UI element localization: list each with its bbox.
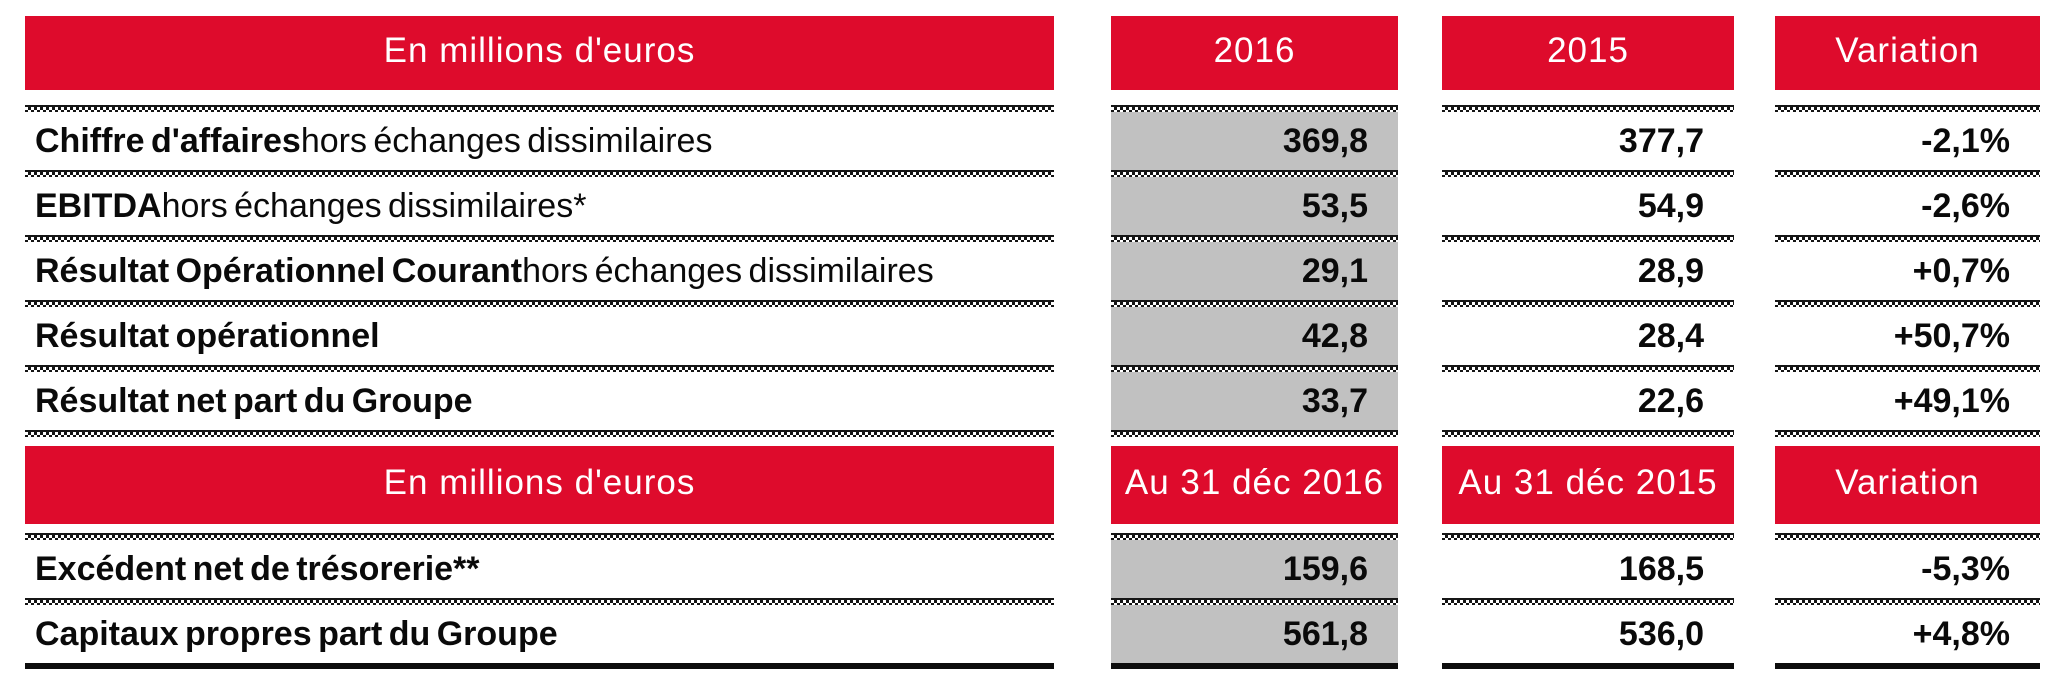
value-2016: 42,8 [1111,300,1398,365]
row-label-bold: Résultat net part du Groupe [35,382,473,420]
row-label-bold: Excédent net de trésorerie** [35,550,480,588]
value-variation: -5,3% [1775,533,2040,598]
financial-results-table: En millions d'euros 2016 2015 Variation … [25,16,2040,669]
row-label-regular: hors échanges dissimilaires [300,122,713,160]
section1-bottom-separator [25,430,1054,437]
value-2016: 159,6 [1111,533,1398,598]
section1-header-units: En millions d'euros [25,16,1054,90]
section2-header-dec2016: Au 31 déc 2016 [1111,446,1398,524]
row-label-excedent-tresorerie: Excédent net de trésorerie** [25,533,1054,598]
value-2015: 54,9 [1442,170,1734,235]
value-variation: -2,6% [1775,170,2040,235]
section1-header-2015: 2015 [1442,16,1734,90]
section1-bottom-separator [1775,430,2040,437]
section1-bottom-separator [1111,430,1398,437]
row-label-bold: Capitaux propres part du Groupe [35,615,558,653]
value-variation: +50,7% [1775,300,2040,365]
row-label-resultat-operationnel: Résultat opérationnel [25,300,1054,365]
section1-bottom-separator [1442,430,1734,437]
value-2015: 377,7 [1442,105,1734,170]
value-2016: 369,8 [1111,105,1398,170]
value-2015: 28,4 [1442,300,1734,365]
row-label-chiffre-affaires: Chiffre d'affaires hors échanges dissimi… [25,105,1054,170]
table-bottom-rule [1111,663,1398,669]
row-label-bold: Résultat opérationnel [35,317,380,355]
value-2015: 22,6 [1442,365,1734,430]
row-label-bold: Résultat Opérationnel Courant [35,252,523,290]
table-bottom-rule [1442,663,1734,669]
table-bottom-rule [1775,663,2040,669]
section2-header-variation: Variation [1775,446,2040,524]
table-bottom-rule [25,663,1054,669]
value-2015: 28,9 [1442,235,1734,300]
row-label-capitaux-propres: Capitaux propres part du Groupe [25,598,1054,663]
value-2016: 33,7 [1111,365,1398,430]
value-variation: +4,8% [1775,598,2040,663]
value-variation: -2,1% [1775,105,2040,170]
row-label-bold: EBITDA [35,187,162,225]
value-2016: 561,8 [1111,598,1398,663]
value-variation: +0,7% [1775,235,2040,300]
row-label-resultat-net: Résultat net part du Groupe [25,365,1054,430]
value-2016: 29,1 [1111,235,1398,300]
row-label-regular: hors échanges dissimilaires [522,252,934,290]
section2-header-units: En millions d'euros [25,446,1054,524]
section1-header-variation: Variation [1775,16,2040,90]
row-label-regular: hors échanges dissimilaires* [161,187,587,225]
section2-header-dec2015: Au 31 déc 2015 [1442,446,1734,524]
value-2015: 168,5 [1442,533,1734,598]
value-2016: 53,5 [1111,170,1398,235]
row-label-resultat-operationnel-courant: Résultat Opérationnel Courant hors échan… [25,235,1054,300]
section1-header-2016: 2016 [1111,16,1398,90]
value-2015: 536,0 [1442,598,1734,663]
column-2016-highlight-section1 [1111,105,1398,437]
row-label-ebitda: EBITDA hors échanges dissimilaires* [25,170,1054,235]
value-variation: +49,1% [1775,365,2040,430]
row-label-bold: Chiffre d'affaires [35,122,301,160]
